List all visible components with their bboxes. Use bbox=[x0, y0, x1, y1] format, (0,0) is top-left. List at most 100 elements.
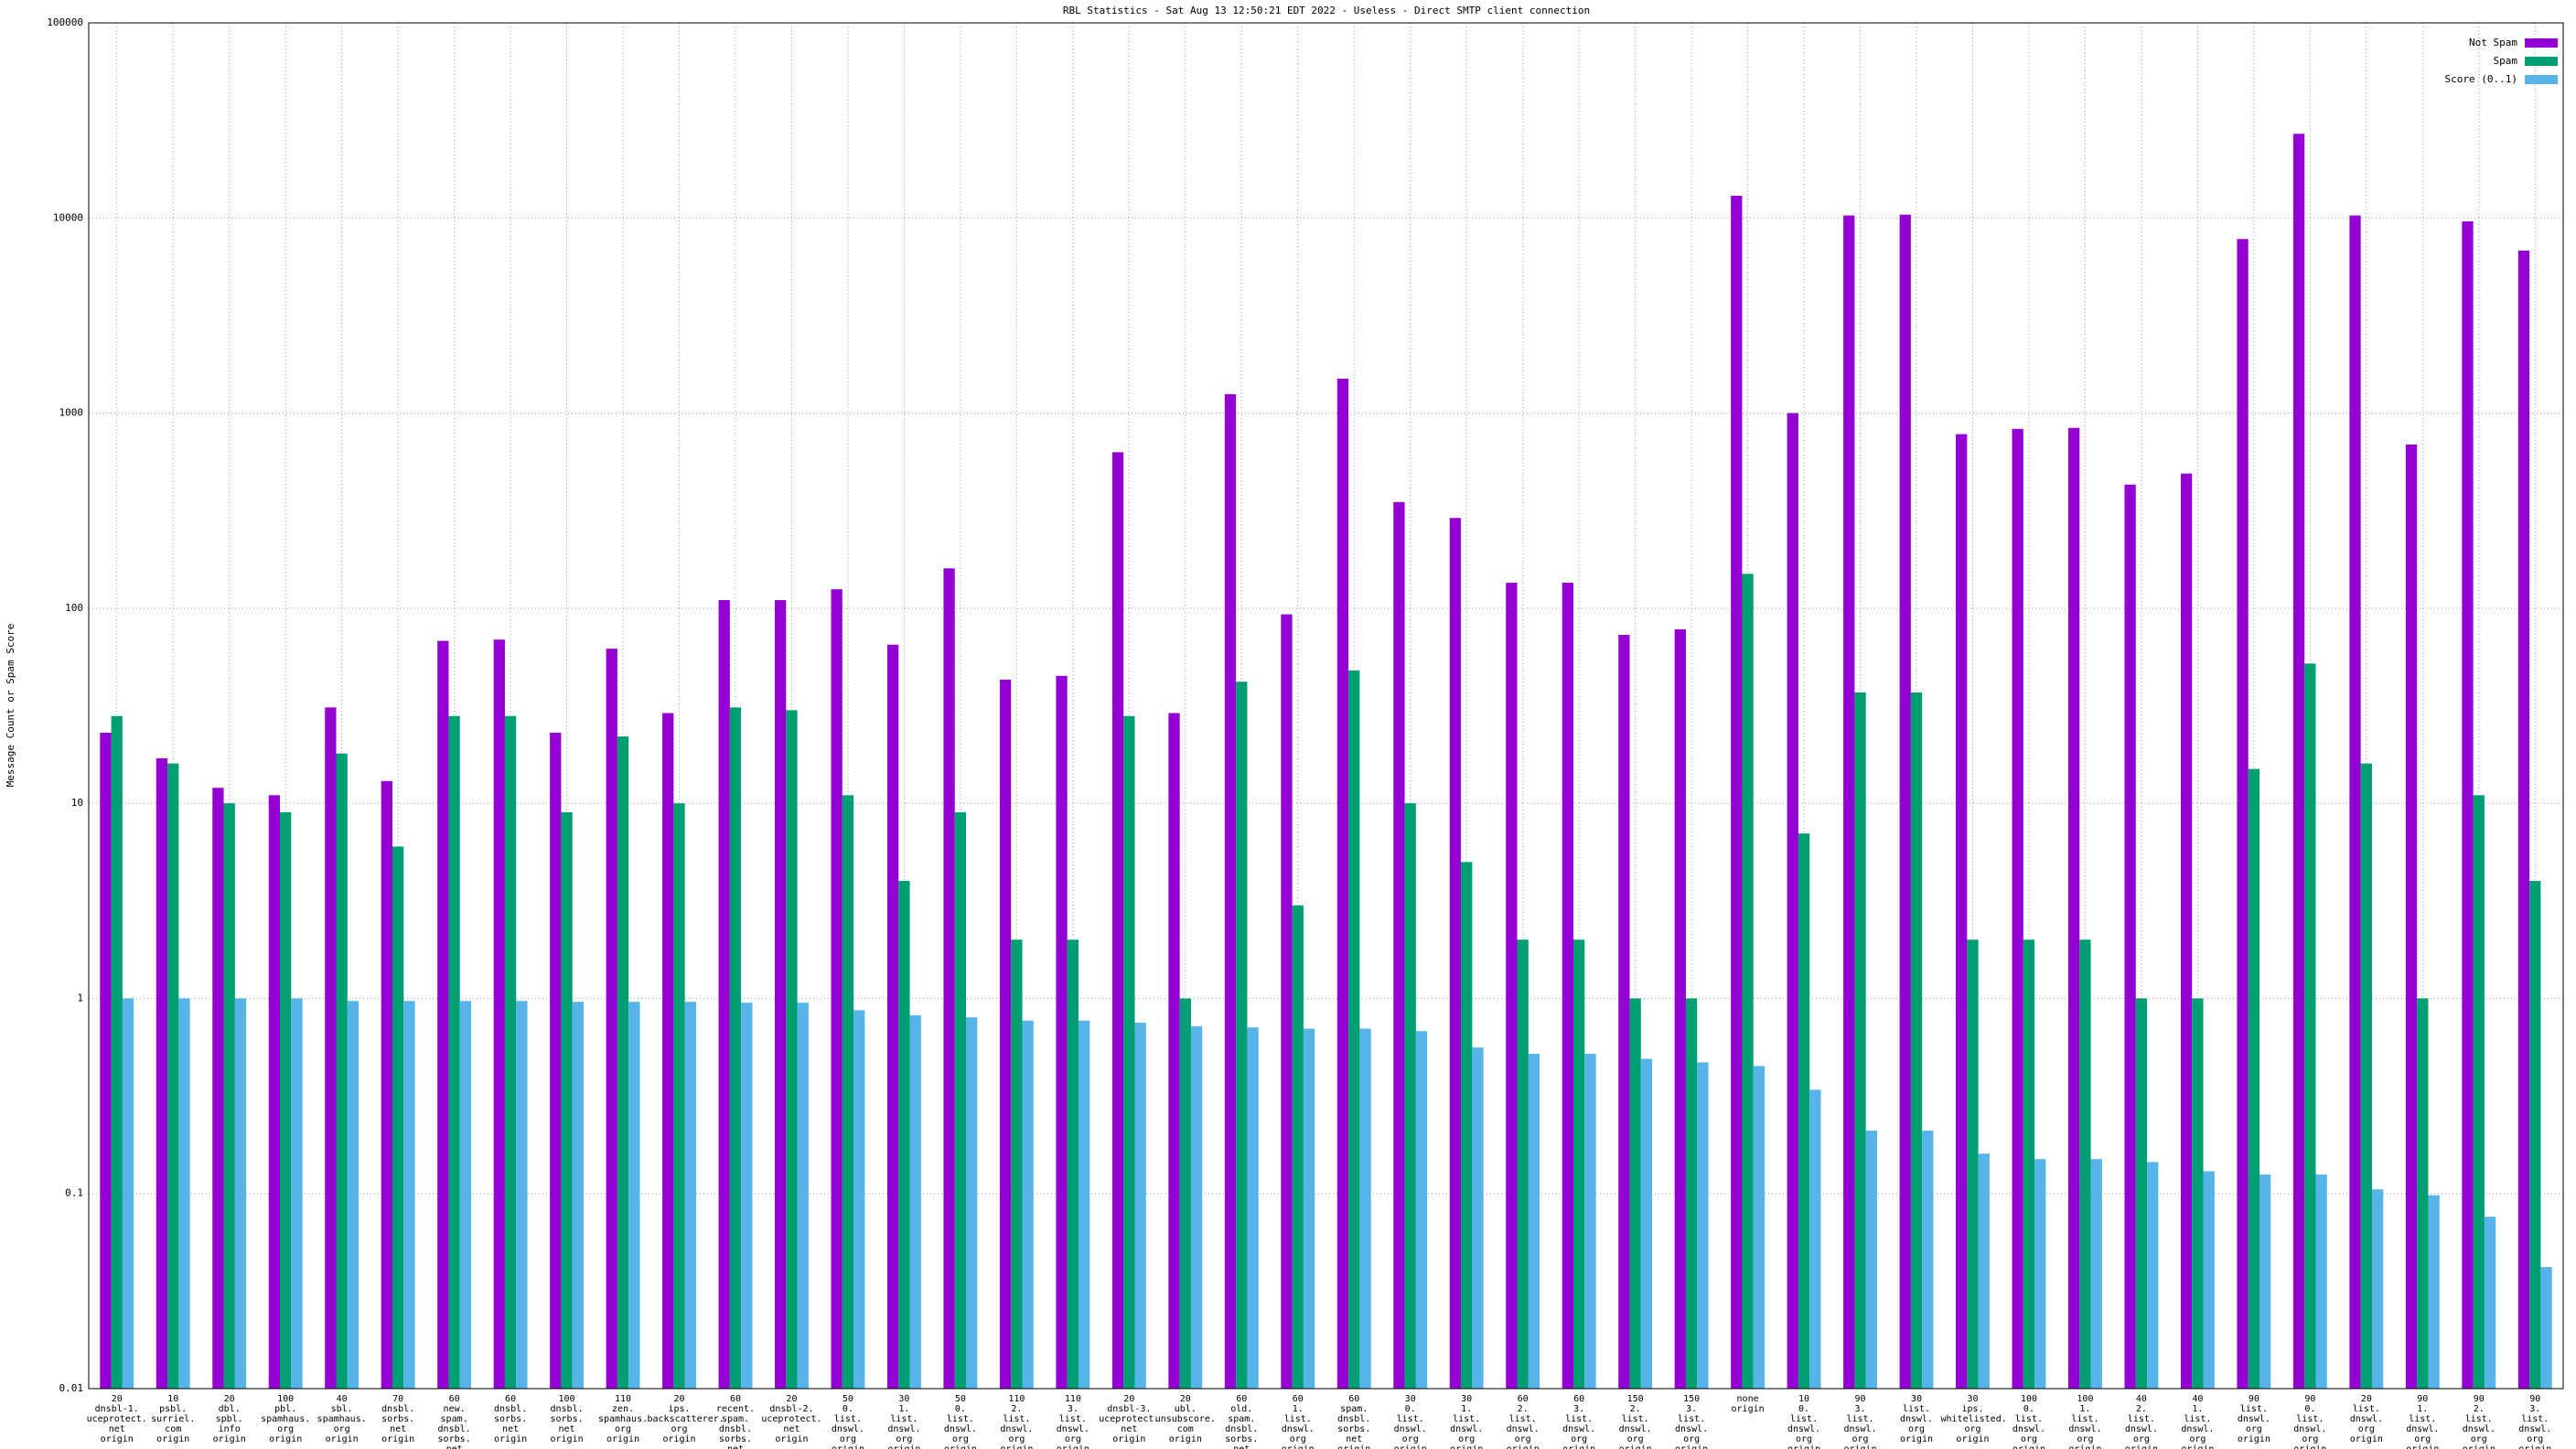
y-tick-label: 1000 bbox=[59, 407, 84, 419]
bar bbox=[842, 795, 854, 1389]
bar bbox=[291, 998, 303, 1389]
bar bbox=[2192, 998, 2204, 1389]
x-tick-label: 110 zen. spamhaus. org origin bbox=[597, 1394, 649, 1444]
bar bbox=[1415, 1031, 1428, 1389]
x-tick-label: 90 3. list. dnswl. org origin bbox=[2518, 1394, 2552, 1449]
bar bbox=[234, 998, 247, 1389]
bar bbox=[1697, 1062, 1709, 1389]
bar bbox=[381, 780, 392, 1389]
bar bbox=[1123, 715, 1135, 1389]
legend-label: Not Spam bbox=[2469, 37, 2517, 48]
bar bbox=[1573, 939, 1585, 1389]
bar bbox=[2259, 1175, 2271, 1389]
bar bbox=[741, 1003, 753, 1389]
bar bbox=[1809, 1089, 1821, 1389]
bar bbox=[1134, 1023, 1146, 1389]
bar bbox=[122, 998, 134, 1389]
bar bbox=[1640, 1058, 1653, 1389]
bar bbox=[786, 710, 798, 1389]
bar bbox=[1562, 583, 1573, 1389]
bar bbox=[392, 846, 404, 1389]
bar bbox=[2068, 427, 2080, 1390]
bar bbox=[1067, 939, 1079, 1389]
bar bbox=[628, 1002, 640, 1389]
bar bbox=[1079, 1020, 1090, 1389]
bar bbox=[1336, 379, 1349, 1389]
bar bbox=[2517, 251, 2530, 1389]
bar bbox=[2124, 484, 2136, 1389]
x-tick-label: 90 2. list. dnswl. org origin bbox=[2462, 1394, 2496, 1449]
bar bbox=[1056, 675, 1068, 1389]
y-tick-label: 0.1 bbox=[65, 1187, 83, 1199]
bar bbox=[1742, 574, 1754, 1389]
bar bbox=[1281, 614, 1293, 1389]
bar bbox=[1618, 635, 1630, 1389]
x-tick-label: 60 recent. spam. dnsbl. sorbs. net origi… bbox=[715, 1394, 756, 1449]
x-tick-label: none origin bbox=[1731, 1394, 1765, 1414]
bar bbox=[1236, 682, 1248, 1389]
x-tick-label: 90 3. list. dnswl. org origin bbox=[1843, 1394, 1877, 1449]
x-tick-label: 100 0. list. dnswl. org origin bbox=[2012, 1394, 2046, 1449]
x-tick-label: 90 list. dnswl. org origin bbox=[2237, 1394, 2270, 1444]
bar bbox=[1798, 833, 1810, 1389]
legend-swatch bbox=[2525, 38, 2558, 48]
bar bbox=[943, 568, 955, 1389]
bar bbox=[2034, 1159, 2046, 1389]
bar bbox=[1674, 628, 1686, 1389]
bar bbox=[1179, 998, 1191, 1389]
bar bbox=[459, 1001, 472, 1389]
x-tick-label: 60 old. spam. dnsbl. sorbs. net origin bbox=[1225, 1394, 1259, 1449]
x-tick-label: 30 0. list. dnswl. org origin bbox=[1393, 1394, 1427, 1449]
bar bbox=[775, 600, 787, 1389]
bar bbox=[268, 795, 281, 1389]
chart-title: RBL Statistics - Sat Aug 13 12:50:21 EDT… bbox=[1063, 5, 1590, 16]
y-tick-label: 0.01 bbox=[59, 1382, 84, 1394]
x-tick-label: 100 1. list. dnswl. org origin bbox=[2068, 1394, 2102, 1449]
bar bbox=[617, 736, 629, 1389]
bar bbox=[2248, 768, 2260, 1389]
bar bbox=[1224, 393, 1237, 1390]
x-tick-label: 150 2. list. dnswl. org origin bbox=[1618, 1394, 1652, 1449]
bar bbox=[2023, 939, 2035, 1389]
bar bbox=[493, 639, 505, 1389]
bar bbox=[1854, 692, 1866, 1389]
bar bbox=[111, 715, 123, 1389]
legend-label: Spam bbox=[2494, 55, 2518, 67]
x-tick-label: 70 dnsbl. sorbs. net origin bbox=[381, 1394, 415, 1444]
x-tick-label: 50 0. list. dnswl. org origin bbox=[943, 1394, 977, 1449]
bar bbox=[1787, 413, 1798, 1390]
bar bbox=[403, 1001, 415, 1389]
x-tick-label: 20 ips. backscatterer. org origin bbox=[647, 1394, 724, 1444]
x-tick-label: 60 dnsbl. sorbs. net origin bbox=[494, 1394, 528, 1444]
bar bbox=[325, 707, 337, 1389]
bar bbox=[1731, 195, 1743, 1389]
x-tick-label: 90 1. list. dnswl. org origin bbox=[2406, 1394, 2440, 1449]
bar bbox=[2203, 1171, 2215, 1389]
bar bbox=[156, 757, 168, 1389]
x-tick-label: 60 new. spam. dnsbl. sorbs. net origin bbox=[437, 1394, 471, 1449]
bar bbox=[831, 589, 843, 1389]
x-tick-label: 20 dnsbl-3. uceprotect. net origin bbox=[1099, 1394, 1160, 1444]
bar bbox=[2079, 939, 2091, 1389]
bar bbox=[684, 1002, 696, 1389]
bar bbox=[1303, 1028, 1315, 1389]
bar bbox=[504, 715, 517, 1389]
x-tick-label: 60 spam. dnsbl. sorbs. net origin bbox=[1337, 1394, 1371, 1449]
bar bbox=[2135, 998, 2148, 1389]
bar bbox=[729, 707, 742, 1389]
bar bbox=[2292, 134, 2305, 1389]
bar bbox=[1899, 214, 1911, 1390]
bar bbox=[2371, 1189, 2384, 1389]
bar bbox=[212, 788, 224, 1389]
y-tick-label: 10000 bbox=[53, 211, 83, 223]
legend-swatch bbox=[2525, 75, 2558, 84]
x-tick-label: 110 2. list. dnswl. org origin bbox=[1000, 1394, 1034, 1449]
bar bbox=[2529, 881, 2541, 1389]
x-tick-label: 50 0. list. dnswl. org origin bbox=[831, 1394, 864, 1449]
bar bbox=[1629, 998, 1641, 1389]
bar bbox=[1472, 1047, 1484, 1389]
bar bbox=[516, 1001, 528, 1389]
bar bbox=[347, 1001, 360, 1389]
bar bbox=[1967, 939, 1979, 1389]
bar bbox=[606, 649, 617, 1389]
